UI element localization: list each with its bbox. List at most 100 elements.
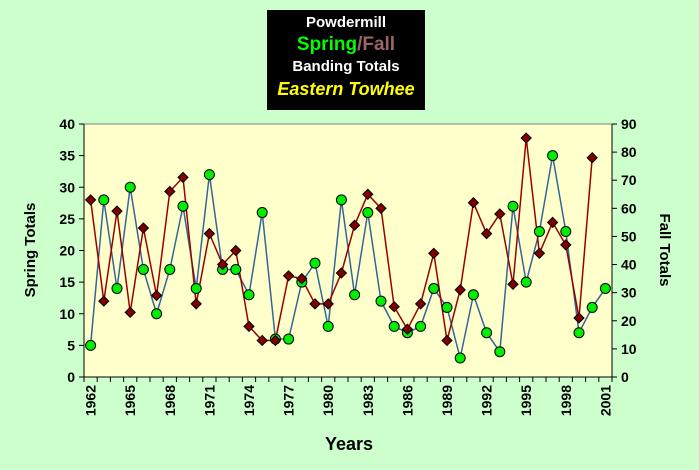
y2-tick-label: 0 bbox=[621, 369, 629, 385]
fall-point bbox=[362, 188, 374, 200]
spring-point bbox=[507, 200, 519, 212]
fall-point bbox=[203, 227, 216, 240]
fall-point bbox=[414, 298, 427, 310]
spring-point bbox=[335, 194, 347, 206]
spring-point bbox=[151, 308, 163, 320]
y2-tick-label: 50 bbox=[621, 228, 637, 244]
fall-point bbox=[533, 247, 546, 260]
fall-point bbox=[520, 132, 532, 144]
fall-point bbox=[230, 244, 242, 257]
fall-point bbox=[98, 295, 110, 307]
fall-point bbox=[586, 152, 598, 164]
fall-point bbox=[269, 334, 282, 347]
fall-point bbox=[441, 334, 453, 347]
spring-point bbox=[124, 181, 136, 193]
y-tick-label: 25 bbox=[59, 211, 75, 227]
fall-point bbox=[494, 208, 506, 220]
spring-point bbox=[190, 282, 202, 294]
title-line3: Banding Totals bbox=[292, 58, 400, 75]
spring-point bbox=[520, 276, 532, 288]
title-fall: Fall bbox=[362, 34, 396, 55]
fall-point bbox=[296, 272, 308, 285]
fall-point bbox=[546, 216, 559, 229]
fall-point bbox=[150, 289, 163, 302]
x-tick-label: 2001 bbox=[597, 385, 613, 416]
title-line1: Powdermill bbox=[305, 14, 387, 31]
fall-point bbox=[256, 334, 268, 347]
y-tick-label: 5 bbox=[67, 337, 75, 353]
fall-point bbox=[375, 202, 387, 215]
x-tick-label: 1998 bbox=[558, 385, 574, 416]
fall-point bbox=[480, 227, 493, 240]
fall-point bbox=[282, 270, 295, 282]
spring-point bbox=[256, 207, 268, 219]
spring-point bbox=[243, 289, 255, 301]
spring-point bbox=[494, 346, 506, 358]
fall-point bbox=[507, 278, 519, 290]
x-tick-label: 1992 bbox=[479, 385, 495, 416]
spring-point bbox=[586, 301, 598, 313]
x-tick-label: 1965 bbox=[122, 385, 138, 416]
y-tick-label: 10 bbox=[59, 306, 75, 322]
fall-point bbox=[216, 258, 229, 271]
y2-tick-label: 30 bbox=[621, 285, 637, 301]
spring-point bbox=[98, 194, 110, 206]
fall-point bbox=[190, 298, 202, 310]
spring-point bbox=[111, 282, 123, 294]
fall-point bbox=[243, 320, 255, 333]
chart-title-box: Powdermill Spring/Fall Banding Totals Ea… bbox=[267, 10, 425, 110]
fall-point bbox=[573, 312, 585, 324]
spring-point bbox=[454, 352, 466, 364]
y-tick-label: 35 bbox=[59, 148, 75, 164]
x-tick-label: 1977 bbox=[281, 385, 297, 416]
fall-point bbox=[428, 247, 440, 260]
fall-point bbox=[454, 284, 466, 296]
x-tick-label: 1971 bbox=[201, 385, 217, 416]
x-tick-label: 1962 bbox=[83, 385, 99, 416]
y2-tick-label: 40 bbox=[621, 257, 637, 273]
spring-point bbox=[349, 289, 361, 301]
spring-point bbox=[560, 226, 572, 238]
fall-point bbox=[388, 301, 400, 313]
y-tick-label: 20 bbox=[59, 243, 75, 259]
fall-point bbox=[348, 219, 361, 231]
y2-tick-label: 60 bbox=[621, 200, 637, 216]
spring-point bbox=[441, 301, 453, 313]
title-line2: Spring/Fall bbox=[267, 34, 425, 56]
fall-point bbox=[164, 185, 176, 198]
spring-point bbox=[599, 282, 611, 294]
fall-point bbox=[322, 298, 334, 310]
spring-point bbox=[388, 320, 400, 332]
y-tick-label: 40 bbox=[59, 116, 75, 132]
spring-point bbox=[164, 263, 176, 275]
spring-point bbox=[375, 295, 387, 307]
y-axis-label: Spring Totals bbox=[22, 203, 39, 298]
fall-point bbox=[84, 194, 97, 206]
x-tick-label: 1989 bbox=[439, 385, 455, 416]
fall-point bbox=[177, 171, 189, 184]
y-tick-label: 15 bbox=[59, 274, 75, 290]
y-tick-label: 0 bbox=[67, 369, 75, 385]
spring-point bbox=[481, 327, 493, 339]
spring-point bbox=[547, 150, 559, 162]
title-spring: Spring bbox=[296, 34, 358, 55]
x-tick-label: 1974 bbox=[241, 385, 257, 416]
x-tick-label: 1983 bbox=[360, 385, 376, 416]
fall-point bbox=[467, 197, 480, 209]
title-line4: Eastern Towhee bbox=[277, 79, 415, 99]
fall-point bbox=[111, 205, 123, 217]
title-slash: / bbox=[357, 34, 363, 55]
y-tick-label: 30 bbox=[59, 179, 75, 195]
fall-point bbox=[335, 267, 348, 279]
x-tick-label: 1995 bbox=[518, 385, 534, 416]
spring-point bbox=[85, 339, 97, 351]
spring-point bbox=[573, 327, 585, 339]
spring-point bbox=[467, 289, 479, 301]
x-tick-label: 1986 bbox=[399, 385, 415, 416]
x-tick-label: 1968 bbox=[162, 385, 178, 416]
spring-point bbox=[415, 320, 427, 332]
spring-point bbox=[283, 333, 295, 345]
spring-point bbox=[230, 263, 242, 275]
y2-tick-label: 90 bbox=[621, 116, 637, 132]
